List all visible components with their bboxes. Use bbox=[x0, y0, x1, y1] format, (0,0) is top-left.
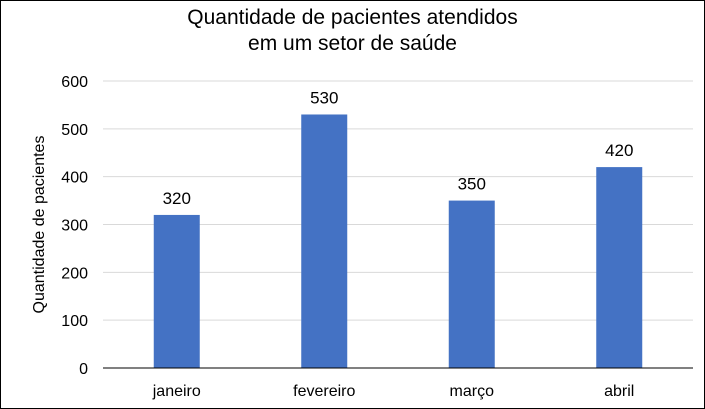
y-tick-label: 500 bbox=[61, 122, 88, 139]
x-tick-label: março bbox=[450, 383, 495, 400]
y-tick-label: 400 bbox=[61, 170, 88, 187]
bar-fevereiro bbox=[301, 114, 348, 368]
y-tick-label: 300 bbox=[61, 218, 88, 235]
data-label: 350 bbox=[458, 175, 486, 194]
bar-janeiro bbox=[153, 214, 200, 368]
y-tick-label: 600 bbox=[61, 74, 88, 91]
chart-title-line-2: em um setor de saúde bbox=[248, 32, 457, 55]
x-axis-ticks: janeiro fevereiro março abril bbox=[152, 383, 635, 400]
y-axis-label: Quantidade de pacientes bbox=[31, 136, 48, 314]
data-labels: 320 530 350 420 bbox=[163, 88, 634, 207]
y-axis-ticks: 0 100 200 300 400 500 600 bbox=[61, 74, 88, 378]
bar-março bbox=[448, 200, 495, 368]
y-tick-label: 0 bbox=[79, 361, 88, 378]
chart-title-line-1: Quantidade de pacientes atendidos bbox=[187, 6, 518, 29]
x-tick-label: fevereiro bbox=[293, 383, 355, 400]
chart-title: Quantidade de pacientes atendidos em um … bbox=[0, 5, 705, 57]
x-tick-label: janeiro bbox=[152, 383, 201, 400]
bars bbox=[153, 114, 643, 368]
bar-abril bbox=[596, 167, 643, 368]
y-tick-label: 100 bbox=[61, 313, 88, 330]
data-label: 420 bbox=[605, 141, 633, 160]
data-label: 530 bbox=[310, 88, 338, 107]
gridlines bbox=[103, 80, 693, 321]
data-label: 320 bbox=[163, 189, 191, 208]
x-tick-label: abril bbox=[604, 383, 634, 400]
y-tick-label: 200 bbox=[61, 265, 88, 282]
